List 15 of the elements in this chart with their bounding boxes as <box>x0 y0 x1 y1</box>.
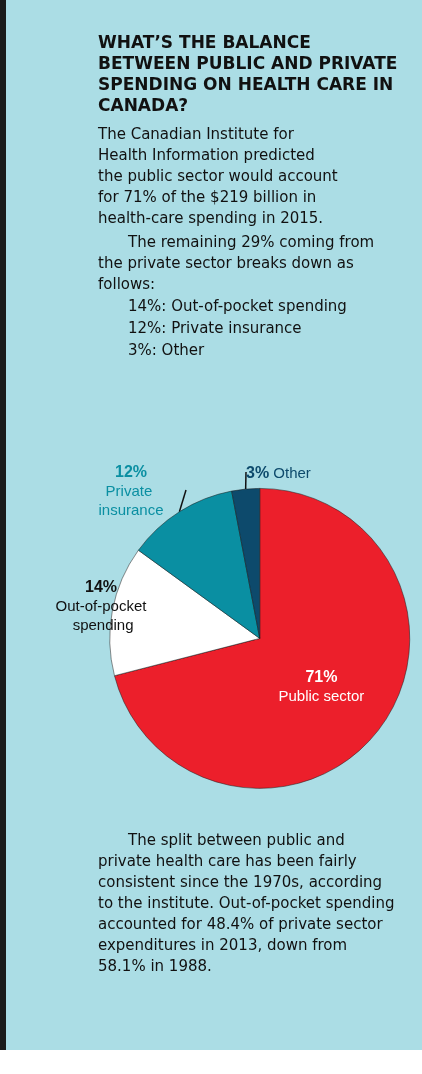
slice-label: Out-of-pocket spending <box>55 596 148 633</box>
legend-label: Private insurance <box>98 481 164 518</box>
data-label: 71% <box>305 668 338 686</box>
chart-title: WHAT’S THE BALANCE BETWEEN PUBLIC AND PRIVATE SPENDING ON HEALTH CARE IN CANADA? <box>98 32 398 116</box>
data-label: 14% <box>84 577 118 595</box>
text: The remaining 29% coming from the private sector breaks down as follows: <box>98 232 376 295</box>
data-label: 3% <box>246 463 270 481</box>
text: The Canadian Institute for Health Information predicted the public sector would account for 71% of the $219 billion in health-care spending in 2015. <box>98 124 338 229</box>
slice-label: Public sector <box>278 687 365 705</box>
data-label: 12% <box>114 462 148 480</box>
text: 14%: Out-of-pocket spending <box>128 296 348 317</box>
text: The split between public and private health care has been fairly consistent since the 1970s, according to the institute. Out-of-pocket spending accounted for 48.4% of private sector expenditures in 2013, down from 58.1% in 1988. <box>98 830 396 977</box>
slice-label: Other <box>269 463 311 481</box>
text: 12%: Private insurance <box>128 318 303 339</box>
text: 3%: Other <box>128 340 206 361</box>
